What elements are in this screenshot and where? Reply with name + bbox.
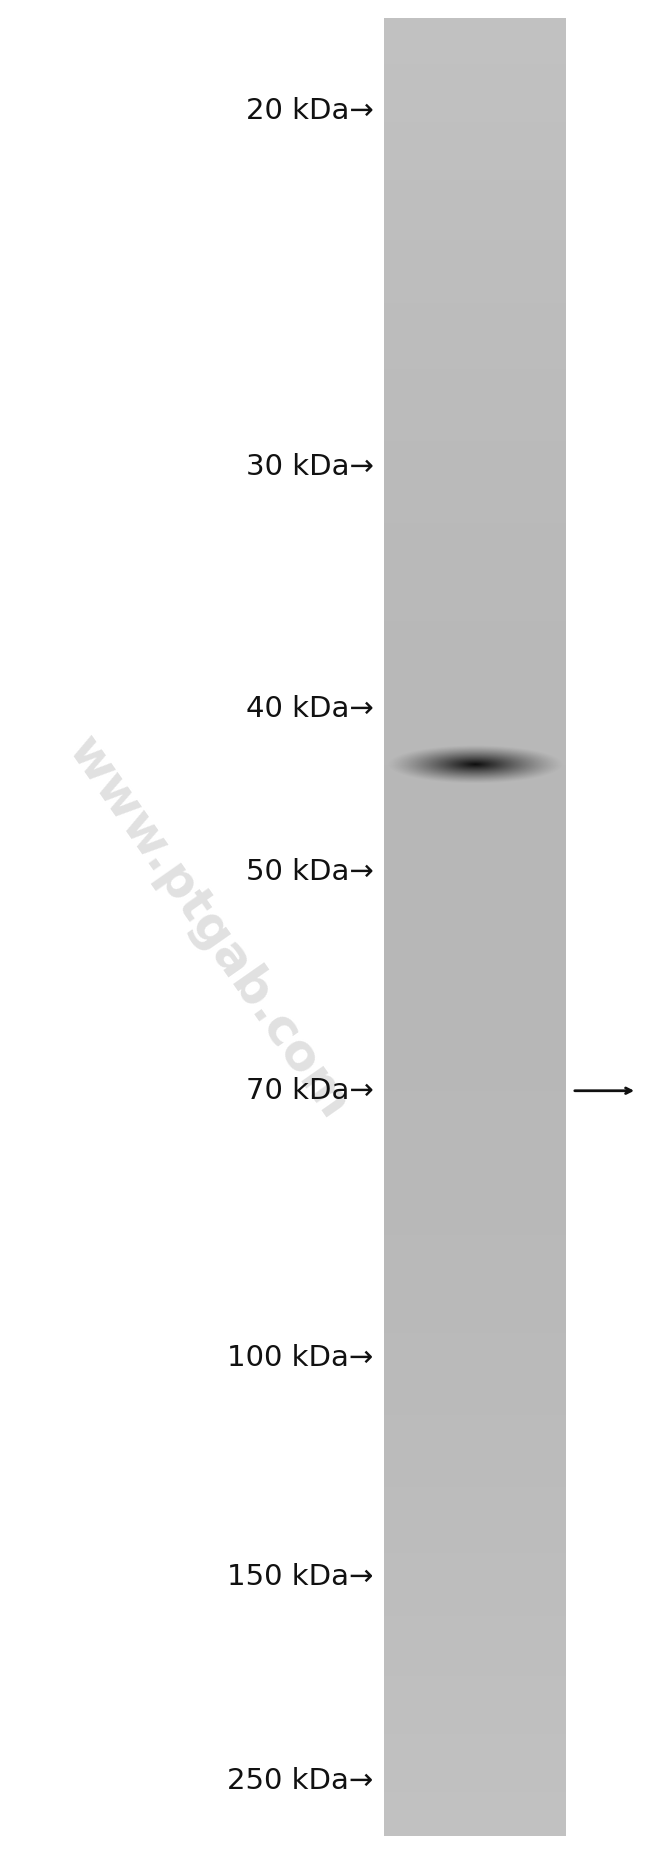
Text: 30 kDa→: 30 kDa→ (246, 453, 374, 482)
Text: 150 kDa→: 150 kDa→ (227, 1562, 374, 1592)
Text: 70 kDa→: 70 kDa→ (246, 1076, 374, 1106)
Text: 40 kDa→: 40 kDa→ (246, 694, 374, 723)
Text: 100 kDa→: 100 kDa→ (227, 1343, 374, 1373)
Text: 20 kDa→: 20 kDa→ (246, 96, 374, 126)
Text: 50 kDa→: 50 kDa→ (246, 857, 374, 887)
Text: www.ptgab.com: www.ptgab.com (58, 727, 358, 1128)
Text: 250 kDa→: 250 kDa→ (227, 1766, 374, 1796)
